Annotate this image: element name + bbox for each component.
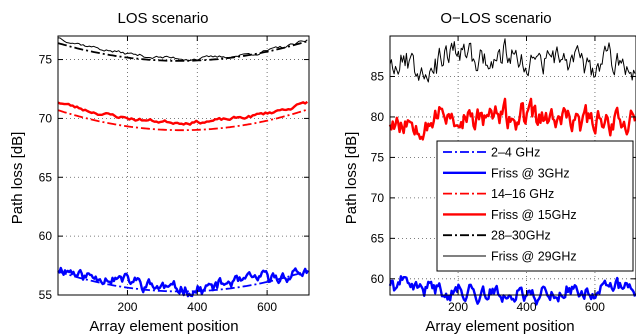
- los-panel: LOS scenario Path loss [dB] Array elemen…: [9, 10, 310, 335]
- y-tick-label: 60: [371, 272, 385, 286]
- y-tick-label: 55: [39, 288, 53, 302]
- legend: 2–4 GHz Friss @ 3GHz 14–16 GHz Friss @ 15GH…: [436, 140, 634, 272]
- los-panel-title: LOS scenario: [118, 10, 209, 27]
- series-line: [57, 100, 309, 126]
- series-line: [57, 266, 310, 298]
- series-line: [57, 37, 308, 61]
- x-tick-label: 600: [585, 300, 605, 314]
- legend-label: Friss @ 29GHz: [491, 250, 577, 264]
- series-line: [388, 97, 636, 141]
- los-ticks: 200 400 600 55 60 65 70 75: [39, 36, 309, 314]
- legend-label: Friss @ 15GHz: [491, 208, 577, 222]
- y-tick-label: 70: [371, 191, 385, 205]
- los-plot-frame: [57, 35, 310, 296]
- x-tick-label: 400: [516, 300, 536, 314]
- legend-box: [436, 140, 634, 272]
- los-x-axis-label: Array element position: [89, 318, 238, 335]
- olos-series: [388, 38, 636, 306]
- legend-label: 28–30GHz: [491, 229, 551, 243]
- series-line: [389, 38, 636, 83]
- x-tick-label: 200: [448, 300, 468, 314]
- legend-label: 14–16 GHz: [491, 187, 554, 201]
- x-tick-label: 600: [257, 300, 277, 314]
- y-tick-label: 65: [39, 170, 53, 184]
- legend-label: 2–4 GHz: [491, 146, 540, 160]
- y-tick-label: 80: [371, 110, 385, 124]
- los-y-axis-label: Path loss [dB]: [9, 132, 26, 225]
- x-tick-label: 200: [117, 300, 137, 314]
- y-tick-label: 85: [371, 69, 385, 83]
- y-tick-label: 65: [371, 231, 385, 245]
- los-grid: [58, 36, 309, 296]
- x-tick-label: 400: [187, 300, 207, 314]
- series-line: [388, 275, 636, 306]
- olos-x-axis-label: Array element position: [425, 318, 574, 335]
- y-tick-label: 60: [39, 229, 53, 243]
- series-line: [57, 108, 308, 132]
- y-tick-label: 70: [39, 111, 53, 125]
- olos-plot-frame: [389, 35, 636, 296]
- y-tick-label: 75: [39, 53, 53, 67]
- y-tick-label: 75: [371, 150, 385, 164]
- olos-panel-title: O−LOS scenario: [440, 10, 551, 27]
- olos-ticks: 200 400 600 60 65 70 75 80 85: [371, 36, 636, 314]
- legend-label: Friss @ 3GHz: [491, 166, 570, 180]
- olos-y-axis-label: Path loss [dB]: [343, 132, 360, 225]
- los-series: [57, 37, 310, 298]
- series-line: [57, 40, 308, 62]
